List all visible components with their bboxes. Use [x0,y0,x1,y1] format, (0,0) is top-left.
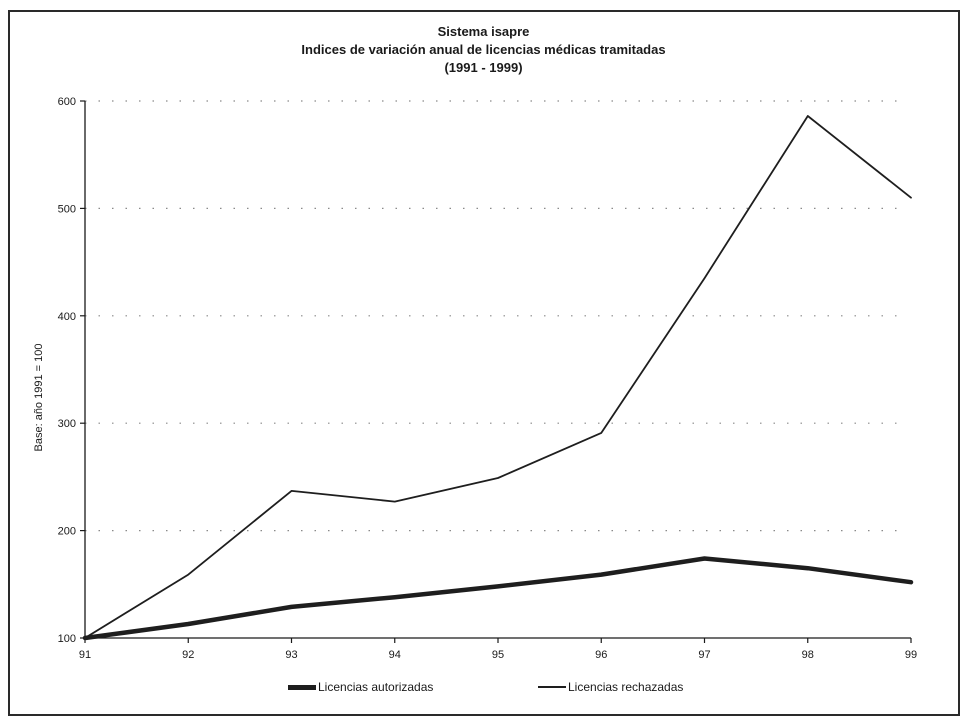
y-tick-label-300: 300 [58,418,76,430]
chart-period: (1991 - 1999) [444,60,523,75]
x-tick-label-91: 91 [79,649,91,661]
x-tick-label-98: 98 [802,649,814,661]
legend-item-autorizadas: Licencias autorizadas [288,680,433,694]
y-axis-label: Base: año 1991 = 100 [33,344,45,452]
y-tick-label-600: 600 [58,96,76,108]
y-tick-label-200: 200 [58,526,76,538]
chart-title: Sistema isapre [437,24,530,39]
series-line-rechazadas [84,115,912,639]
y-tick-label-100: 100 [58,633,76,645]
y-tick-label-400: 400 [58,311,76,323]
legend-label-rechazadas: Licencias rechazadas [568,680,684,694]
legend: Licencias autorizadas Licencias rechazad… [0,680,967,700]
x-tick-label-96: 96 [595,649,607,661]
series-line-autorizadas [82,556,914,641]
legend-item-rechazadas: Licencias rechazadas [538,680,683,694]
y-tick-label-500: 500 [58,203,76,215]
x-tick-label-93: 93 [285,649,297,661]
x-tick-label-92: 92 [182,649,194,661]
x-tick-label-99: 99 [905,649,917,661]
legend-swatch-rechazadas [538,686,566,688]
chart-subtitle: Indices de variación anual de licencias … [301,42,666,57]
chart-titles: Sistema isapre Indices de variación anua… [0,23,967,77]
legend-label-autorizadas: Licencias autorizadas [318,680,434,694]
x-tick-label-95: 95 [492,649,504,661]
x-tick-label-94: 94 [389,649,401,661]
legend-swatch-autorizadas [288,684,316,690]
x-tick-label-97: 97 [698,649,710,661]
